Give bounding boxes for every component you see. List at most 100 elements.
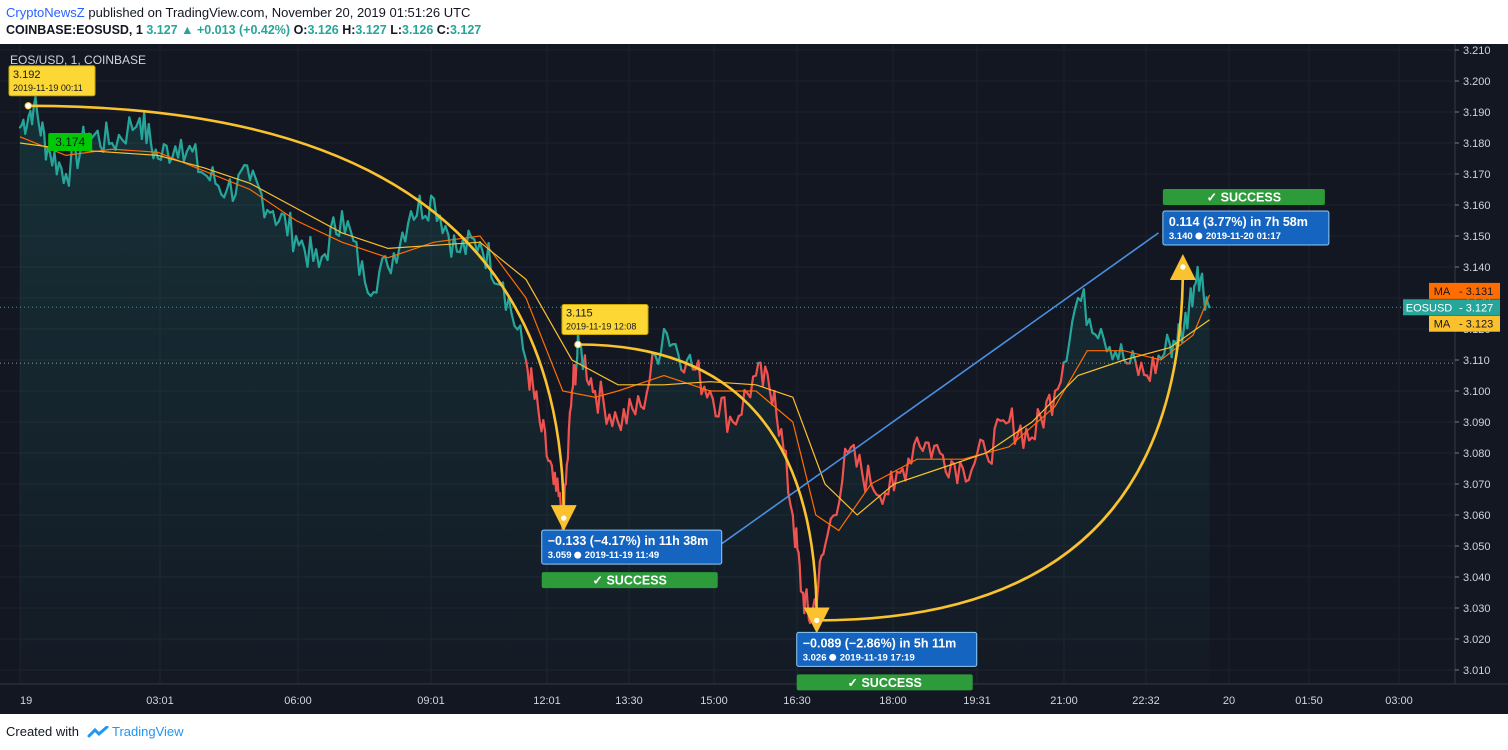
price-segment — [30, 104, 35, 126]
price-segment — [803, 594, 807, 615]
price-segment — [703, 385, 709, 399]
price-tag-value: - 3.131 — [1459, 286, 1493, 298]
price-segment — [340, 210, 346, 235]
up-arrow-icon: ▲ — [181, 23, 194, 37]
price-segment — [25, 114, 30, 128]
price-segment — [780, 428, 785, 451]
tradingview-link[interactable]: TradingView — [112, 724, 184, 739]
price-segment — [935, 444, 942, 455]
price-segment — [543, 429, 548, 458]
clock-icon — [1195, 232, 1203, 240]
price-segment — [41, 121, 46, 134]
price-tag-value-box — [1455, 315, 1500, 332]
success-label: ✓ SUCCESS — [1207, 191, 1281, 205]
price-segment — [418, 194, 424, 220]
y-tick-label: 3.110 — [1463, 355, 1490, 367]
price-segment — [754, 361, 760, 377]
ma-line — [19, 142, 1210, 516]
price-segment — [228, 178, 234, 202]
success-label: ✓ SUCCESS — [593, 574, 667, 588]
price-segment — [764, 365, 769, 375]
price-segment — [1148, 356, 1154, 382]
price-tag-name: MA — [1434, 286, 1451, 298]
price-segment — [645, 379, 651, 394]
price-segment — [805, 588, 809, 608]
price-segment — [231, 193, 237, 202]
price-segment — [866, 464, 873, 486]
price-segment — [816, 560, 821, 589]
price-chart[interactable]: 3.210 3.200 3.190 3.180 3.170 3.160 3.150 3.140… — [0, 44, 1508, 714]
price-segment — [961, 467, 968, 483]
y-tick-label: 3.090 — [1463, 417, 1491, 429]
price-segment — [1088, 317, 1094, 334]
price-segment — [723, 396, 729, 433]
publish-info: published on TradingView.com, November 2… — [88, 5, 471, 20]
price-segment — [1068, 320, 1074, 343]
price-axis[interactable]: 3.210 3.200 3.190 3.180 3.170 3.160 3.150 3.140… — [1403, 45, 1500, 677]
price-segment — [67, 146, 73, 187]
created-with: Created with TradingView — [6, 724, 184, 740]
price-segment — [571, 364, 575, 389]
callout-price: 3.174 — [55, 135, 85, 149]
price-segment — [599, 380, 605, 404]
price-segment — [648, 352, 654, 382]
price-segment — [822, 544, 827, 556]
price-segment — [361, 260, 367, 284]
time-axis[interactable]: 19 03:01 06:00 09:01 12:01 13:30 15:00 16:30 18:… — [20, 695, 1413, 707]
price-tag-name-box — [1403, 299, 1455, 316]
price-tag-name-box — [1429, 315, 1455, 332]
price-segment — [332, 216, 338, 235]
price-segment — [444, 224, 450, 236]
y-tick-label: 3.210 — [1463, 45, 1491, 57]
price-segment — [864, 464, 870, 493]
price-callout — [8, 65, 96, 97]
y-tick-label: 3.150 — [1463, 231, 1491, 243]
measure-price: 3.059 — [548, 550, 572, 561]
author-link[interactable]: CryptoNewsZ — [6, 5, 85, 20]
plot-layer — [0, 95, 1455, 685]
price-segment — [566, 428, 571, 460]
price-segment — [904, 457, 910, 482]
price-segment — [711, 397, 717, 418]
price-segment — [1180, 327, 1185, 344]
price-tag-name-box — [1429, 282, 1455, 299]
price-segment — [634, 395, 640, 416]
price-callout — [48, 133, 93, 151]
measure-box — [1162, 210, 1330, 246]
price-segment — [96, 129, 102, 148]
low-value: 3.126 — [402, 23, 434, 37]
x-tick-label: 16:30 — [783, 695, 811, 707]
price-segment — [326, 227, 332, 262]
price-segment — [519, 324, 525, 351]
price-segment — [797, 551, 801, 567]
price-segment — [251, 169, 257, 180]
price-segment — [674, 343, 680, 356]
price-segment — [795, 527, 799, 551]
price-segment — [967, 468, 973, 481]
price-segment — [717, 396, 723, 418]
high-label: H: — [342, 23, 356, 37]
measure-price: 3.026 — [803, 652, 827, 663]
price-tag-value-box — [1455, 299, 1500, 316]
price-segment — [1191, 285, 1196, 308]
measure-arc — [816, 254, 1196, 622]
price-segment — [289, 211, 295, 253]
chart-area[interactable]: 3.210 3.200 3.190 3.180 3.170 3.160 3.150 3.140… — [0, 44, 1508, 714]
callout-date: 2019-11-19 12:08 — [566, 322, 636, 332]
price-segment — [740, 389, 746, 416]
price-tag-name: EOSUSD — [1406, 302, 1453, 314]
price-segment — [277, 212, 283, 223]
price-segment — [384, 255, 390, 269]
x-tick-label: 20 — [1223, 695, 1235, 707]
price-segment — [915, 436, 922, 448]
measure-arc — [28, 104, 577, 532]
success-badge — [1162, 189, 1325, 205]
y-tick-label: 3.040 — [1463, 572, 1491, 584]
price-segment — [363, 281, 369, 294]
price-segment — [36, 112, 41, 127]
price-segment — [602, 401, 608, 425]
price-segment — [708, 389, 715, 401]
y-tick-label: 3.080 — [1463, 448, 1491, 460]
price-segment — [726, 415, 732, 433]
price-segment — [1163, 333, 1169, 355]
